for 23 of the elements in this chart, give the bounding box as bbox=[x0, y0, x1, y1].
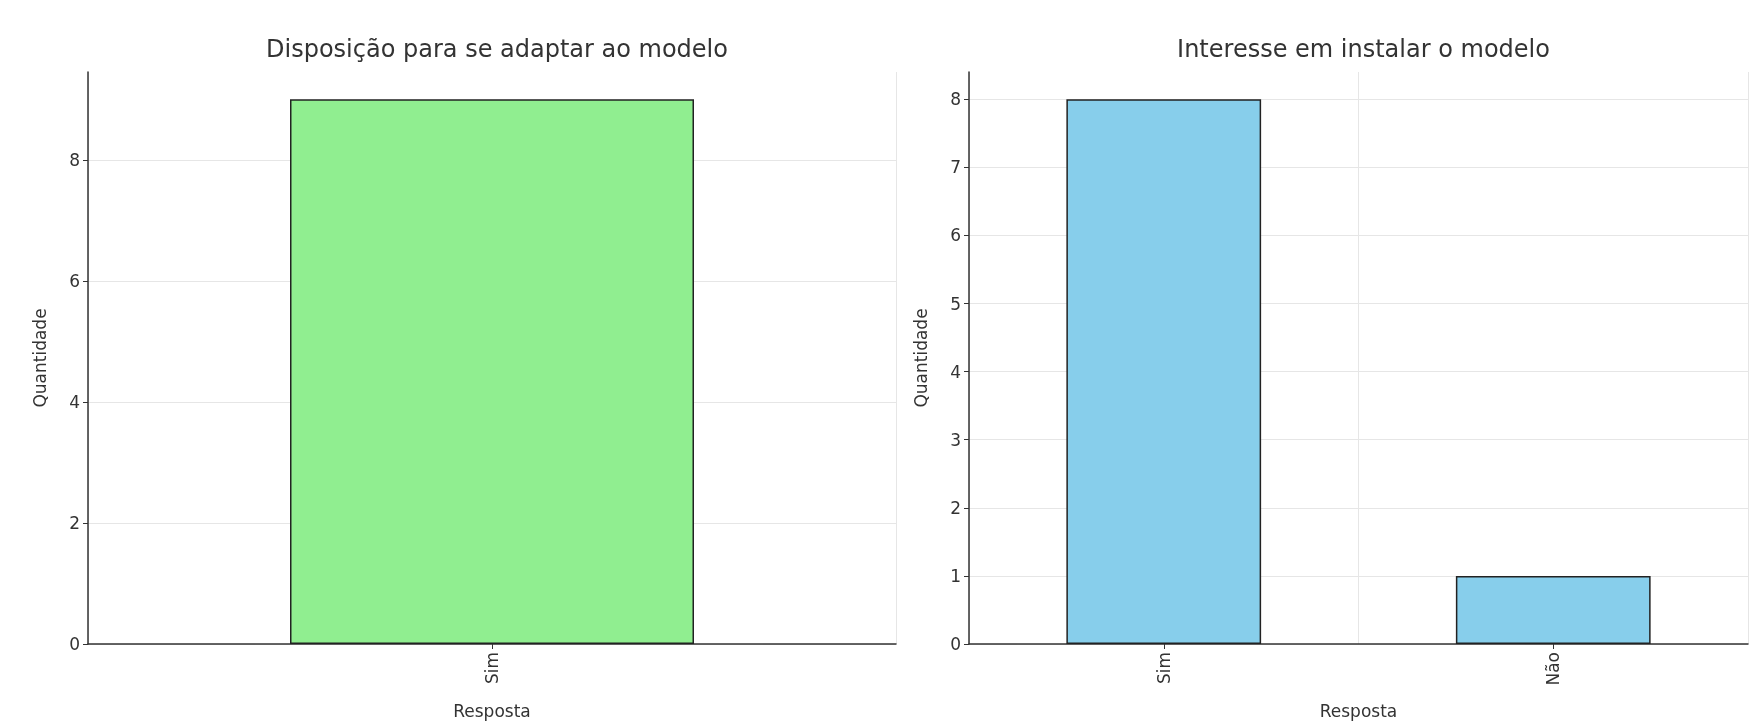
y-tick-label: 4 bbox=[69, 391, 80, 412]
x-tick-label: Sim bbox=[482, 652, 502, 685]
x-tick-label: Sim bbox=[1153, 652, 1174, 685]
y-axis-title: Quantidade bbox=[29, 308, 50, 408]
y-axis-title: Quantidade bbox=[910, 308, 931, 408]
y-tick-label: 2 bbox=[950, 497, 961, 518]
y-tick-label: 5 bbox=[950, 293, 961, 314]
y-tick-label: 4 bbox=[950, 361, 961, 382]
y-tick-label: 6 bbox=[950, 225, 961, 246]
chart-title: Interesse em instalar o modelo bbox=[1177, 35, 1550, 63]
y-tick-label: 8 bbox=[950, 89, 961, 110]
x-tick-label: Não bbox=[1543, 652, 1564, 686]
y-tick-label: 0 bbox=[950, 634, 961, 654]
y-tick-label: 3 bbox=[950, 429, 961, 450]
x-axis-title: Resposta bbox=[453, 700, 531, 721]
y-tick-label: 1 bbox=[950, 565, 961, 586]
x-axis-title: Resposta bbox=[1319, 700, 1398, 721]
y-tick-label: 6 bbox=[69, 270, 80, 291]
y-tick-label: 2 bbox=[69, 512, 80, 533]
chart-title: Disposição para se adaptar ao modelo bbox=[266, 35, 728, 63]
y-tick-label: 7 bbox=[950, 157, 961, 178]
y-tick-label: 0 bbox=[69, 634, 80, 654]
y-tick-label: 8 bbox=[69, 149, 80, 170]
